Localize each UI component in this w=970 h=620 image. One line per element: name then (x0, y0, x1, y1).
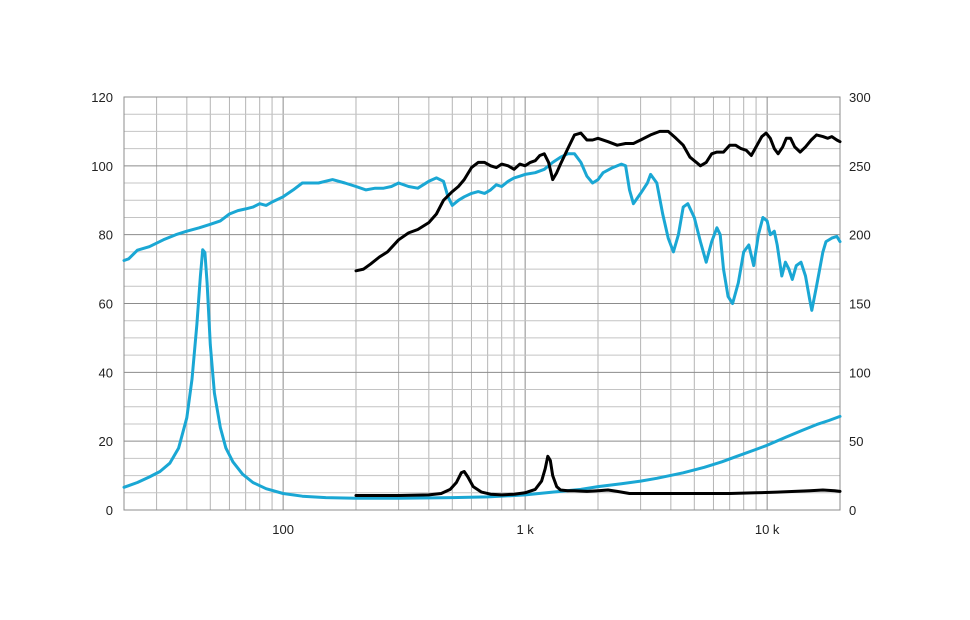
y-right-tick-label: 300 (849, 90, 871, 105)
y-left-tick-label: 40 (99, 365, 113, 380)
y-left-tick-label: 0 (106, 503, 113, 518)
series-line-1 (122, 152, 842, 312)
series-line-4 (354, 454, 842, 497)
y-right-tick-label: 150 (849, 297, 871, 312)
y-left-tick-label: 80 (99, 228, 113, 243)
x-tick-label: 10 k (755, 522, 780, 537)
y-right-tick-label: 50 (849, 434, 863, 449)
x-tick-label: 1 k (516, 522, 534, 537)
y-right-tick-label: 100 (849, 365, 871, 380)
y-left-tick-label: 60 (99, 297, 113, 312)
x-axis-ticks: 100 1 k 10 k (272, 522, 780, 537)
y-right-tick-label: 200 (849, 228, 871, 243)
y-axis-right-ticks: 0 50 100 150 200 250 300 (849, 90, 871, 518)
y-left-tick-label: 20 (99, 434, 113, 449)
grid-lines (124, 96, 841, 511)
series-layer (122, 129, 842, 500)
y-left-tick-label: 120 (91, 90, 113, 105)
series-line-3 (122, 248, 842, 500)
y-axis-left-ticks: 0 20 40 60 80 100 120 (91, 90, 113, 518)
y-left-tick-label: 100 (91, 159, 113, 174)
x-tick-label: 100 (272, 522, 294, 537)
y-right-tick-label: 0 (849, 503, 856, 518)
y-right-tick-label: 250 (849, 159, 871, 174)
series-line-2 (354, 129, 842, 273)
plot-frame (123, 96, 841, 511)
